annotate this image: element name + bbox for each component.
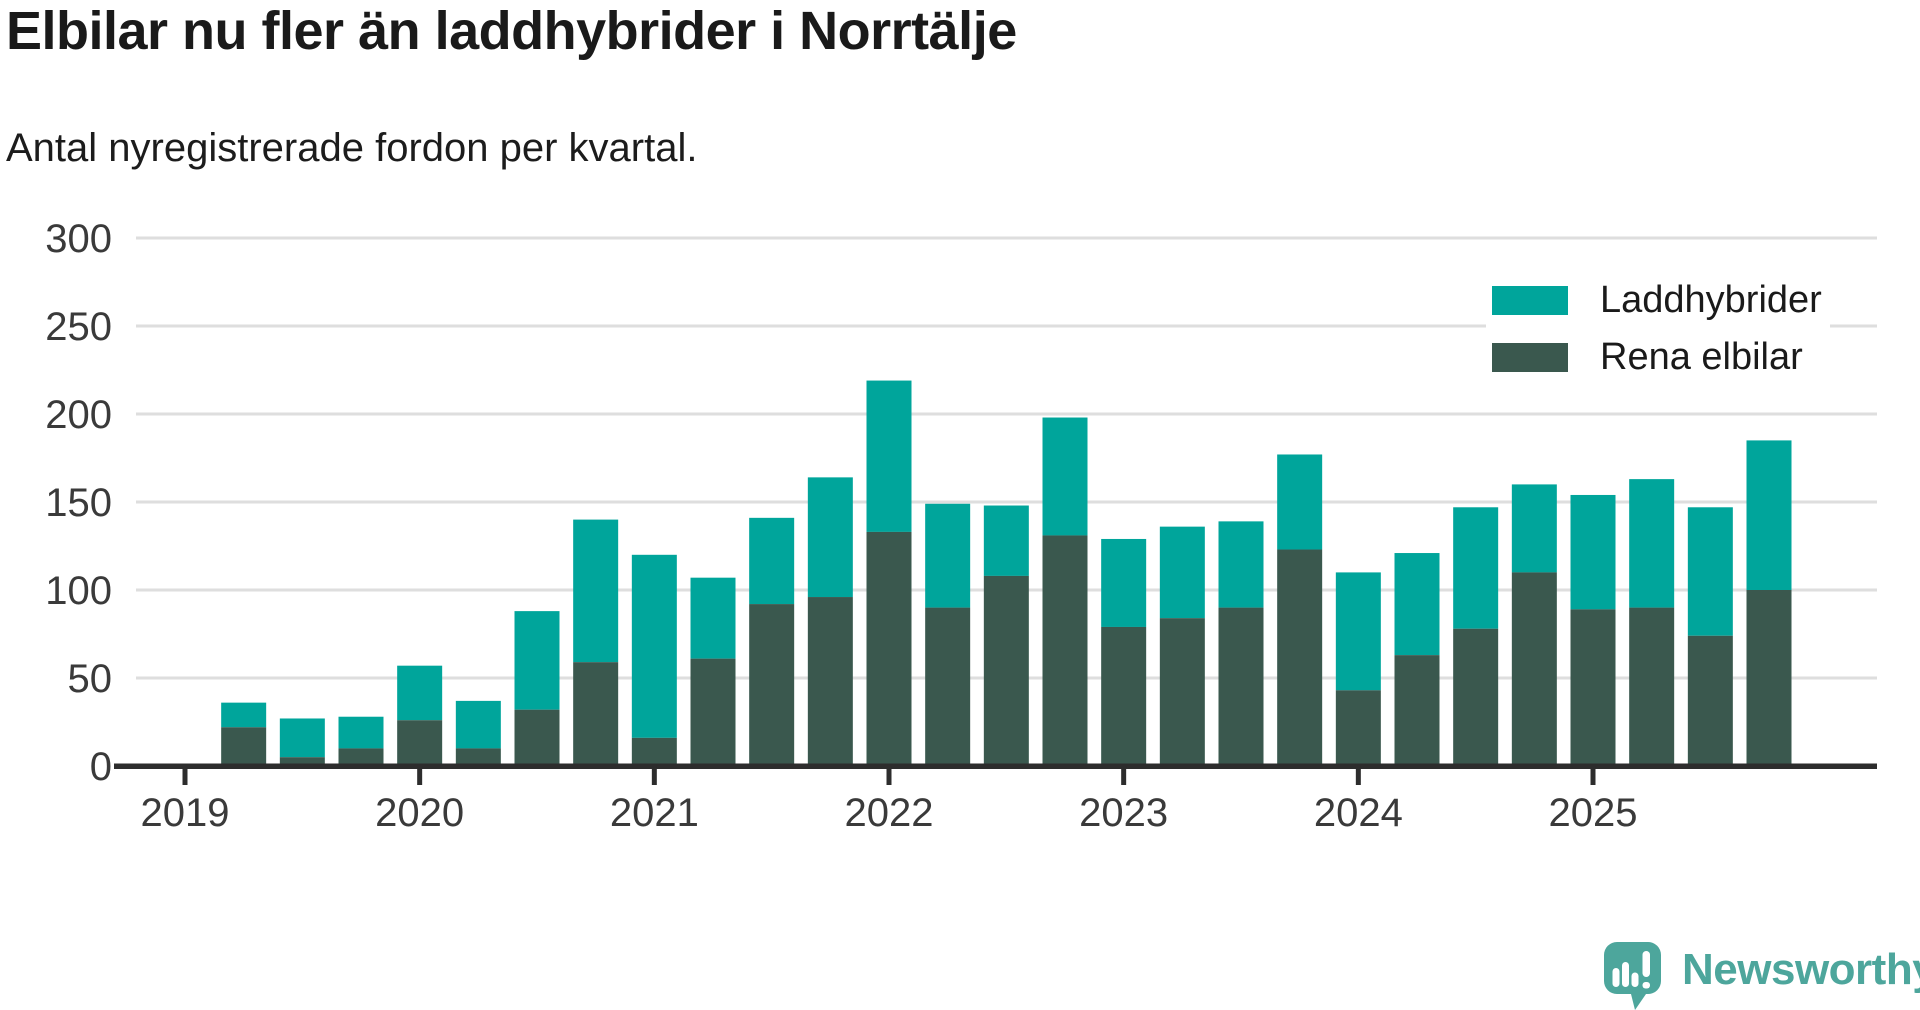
bar-laddhybrider-2020-Q1 xyxy=(397,665,443,721)
chart-title: Elbilar nu fler än laddhybrider i Norrtä… xyxy=(6,1,1017,61)
bar-rena-elbilar-2022-Q4 xyxy=(1042,535,1088,766)
bar-rena-elbilar-2024-Q2 xyxy=(1394,655,1440,766)
y-tick-label-150: 150 xyxy=(45,481,112,525)
x-tick-label-2023: 2023 xyxy=(1079,791,1168,835)
bar-rena-elbilar-2020-Q1 xyxy=(397,720,443,766)
bar-laddhybrider-2019-Q4 xyxy=(338,716,384,749)
bar-rena-elbilar-2023-Q1 xyxy=(1101,626,1147,766)
x-axis-line xyxy=(114,763,1877,769)
gridline-200 xyxy=(136,412,1877,416)
bar-laddhybrider-2024-Q2 xyxy=(1394,553,1440,656)
bar-rena-elbilar-2021-Q3 xyxy=(749,604,795,766)
bar-laddhybrider-2025-Q1 xyxy=(1570,494,1616,610)
bar-laddhybrider-2021-Q3 xyxy=(749,517,795,605)
legend-item-laddhybrider: Laddhybrider xyxy=(1492,272,1822,329)
bar-laddhybrider-2024-Q4 xyxy=(1511,484,1557,573)
legend-item-rena-elbilar: Rena elbilar xyxy=(1492,329,1822,386)
bar-rena-elbilar-2019-Q4 xyxy=(338,748,384,766)
bar-rena-elbilar-2023-Q2 xyxy=(1159,618,1205,766)
bar-rena-elbilar-2021-Q4 xyxy=(807,597,853,766)
bar-rena-elbilar-2019-Q3 xyxy=(279,757,325,766)
bar-rena-elbilar-2021-Q2 xyxy=(690,658,736,766)
bar-laddhybrider-2023-Q4 xyxy=(1277,454,1323,550)
bar-laddhybrider-2021-Q1 xyxy=(631,554,677,738)
x-tick-2019 xyxy=(182,766,188,785)
x-tick-label-2020: 2020 xyxy=(375,791,464,835)
y-tick-label-300: 300 xyxy=(45,217,112,261)
bar-rena-elbilar-2023-Q4 xyxy=(1277,549,1323,766)
x-tick-label-2021: 2021 xyxy=(610,791,699,835)
bar-rena-elbilar-2025-Q2 xyxy=(1629,607,1675,766)
bar-laddhybrider-2023-Q2 xyxy=(1159,526,1205,619)
bar-rena-elbilar-2024-Q1 xyxy=(1335,690,1381,766)
y-tick-label-50: 50 xyxy=(68,657,113,701)
bar-laddhybrider-2020-Q3 xyxy=(514,611,560,710)
x-tick-2020 xyxy=(417,766,423,785)
bar-laddhybrider-2019-Q3 xyxy=(279,718,325,758)
bar-rena-elbilar-2020-Q3 xyxy=(514,709,560,766)
bar-laddhybrider-2020-Q4 xyxy=(573,519,619,663)
y-tick-label-0: 0 xyxy=(90,745,112,789)
bar-rena-elbilar-2022-Q1 xyxy=(866,531,912,766)
legend-label-rena-elbilar: Rena elbilar xyxy=(1600,336,1803,378)
legend-swatch-laddhybrider xyxy=(1492,286,1568,315)
x-tick-label-2019: 2019 xyxy=(141,791,230,835)
bar-rena-elbilar-2025-Q4 xyxy=(1746,590,1792,766)
x-tick-2023 xyxy=(1121,766,1127,785)
bar-rena-elbilar-2024-Q4 xyxy=(1511,572,1557,766)
x-tick-2021 xyxy=(651,766,657,785)
bar-laddhybrider-2025-Q4 xyxy=(1746,440,1792,590)
bar-rena-elbilar-2020-Q2 xyxy=(455,748,501,766)
bar-laddhybrider-2022-Q3 xyxy=(983,505,1029,576)
x-tick-2025 xyxy=(1590,766,1596,785)
legend-swatch-rena-elbilar xyxy=(1492,343,1568,372)
bar-laddhybrider-2023-Q3 xyxy=(1218,521,1264,608)
bar-laddhybrider-2019-Q2 xyxy=(221,702,267,728)
bar-rena-elbilar-2019-Q2 xyxy=(221,727,267,766)
bar-laddhybrider-2025-Q2 xyxy=(1629,479,1675,608)
x-tick-2022 xyxy=(886,766,892,785)
bar-rena-elbilar-2022-Q3 xyxy=(983,575,1029,766)
bar-laddhybrider-2020-Q2 xyxy=(455,700,501,749)
bar-rena-elbilar-2023-Q3 xyxy=(1218,607,1264,766)
bar-laddhybrider-2021-Q4 xyxy=(807,477,853,598)
bar-rena-elbilar-2022-Q2 xyxy=(925,607,971,766)
bar-rena-elbilar-2025-Q3 xyxy=(1687,635,1733,766)
bar-rena-elbilar-2024-Q3 xyxy=(1453,628,1499,766)
legend-label-laddhybrider: Laddhybrider xyxy=(1600,279,1822,321)
bar-rena-elbilar-2021-Q1 xyxy=(631,737,677,766)
chart-subtitle: Antal nyregistrerade fordon per kvartal. xyxy=(6,126,698,170)
bar-laddhybrider-2025-Q3 xyxy=(1687,507,1733,636)
newsworthy-logo[interactable]: Newsworthy xyxy=(1604,942,1920,1010)
y-tick-label-250: 250 xyxy=(45,305,112,349)
bar-laddhybrider-2022-Q2 xyxy=(925,503,971,608)
y-tick-label-200: 200 xyxy=(45,393,112,437)
gridline-150 xyxy=(136,500,1877,504)
y-tick-label-100: 100 xyxy=(45,569,112,613)
gridline-250 xyxy=(136,324,1877,328)
bar-laddhybrider-2024-Q1 xyxy=(1335,572,1381,691)
x-tick-2024 xyxy=(1355,766,1361,785)
bar-laddhybrider-2022-Q1 xyxy=(866,380,912,532)
bar-laddhybrider-2022-Q4 xyxy=(1042,417,1088,536)
newsworthy-logo-text: Newsworthy xyxy=(1682,945,1920,994)
bar-rena-elbilar-2025-Q1 xyxy=(1570,609,1616,766)
newsworthy-icon xyxy=(1604,942,1661,1010)
x-tick-label-2022: 2022 xyxy=(845,791,934,835)
chart-legend: Laddhybrider Rena elbilar xyxy=(1486,270,1830,388)
bar-laddhybrider-2021-Q2 xyxy=(690,577,736,659)
x-tick-label-2024: 2024 xyxy=(1314,791,1403,835)
bar-laddhybrider-2023-Q1 xyxy=(1101,538,1147,627)
x-tick-label-2025: 2025 xyxy=(1549,791,1638,835)
bar-rena-elbilar-2020-Q4 xyxy=(573,662,619,766)
bar-laddhybrider-2024-Q3 xyxy=(1453,507,1499,629)
gridline-300 xyxy=(136,236,1877,240)
